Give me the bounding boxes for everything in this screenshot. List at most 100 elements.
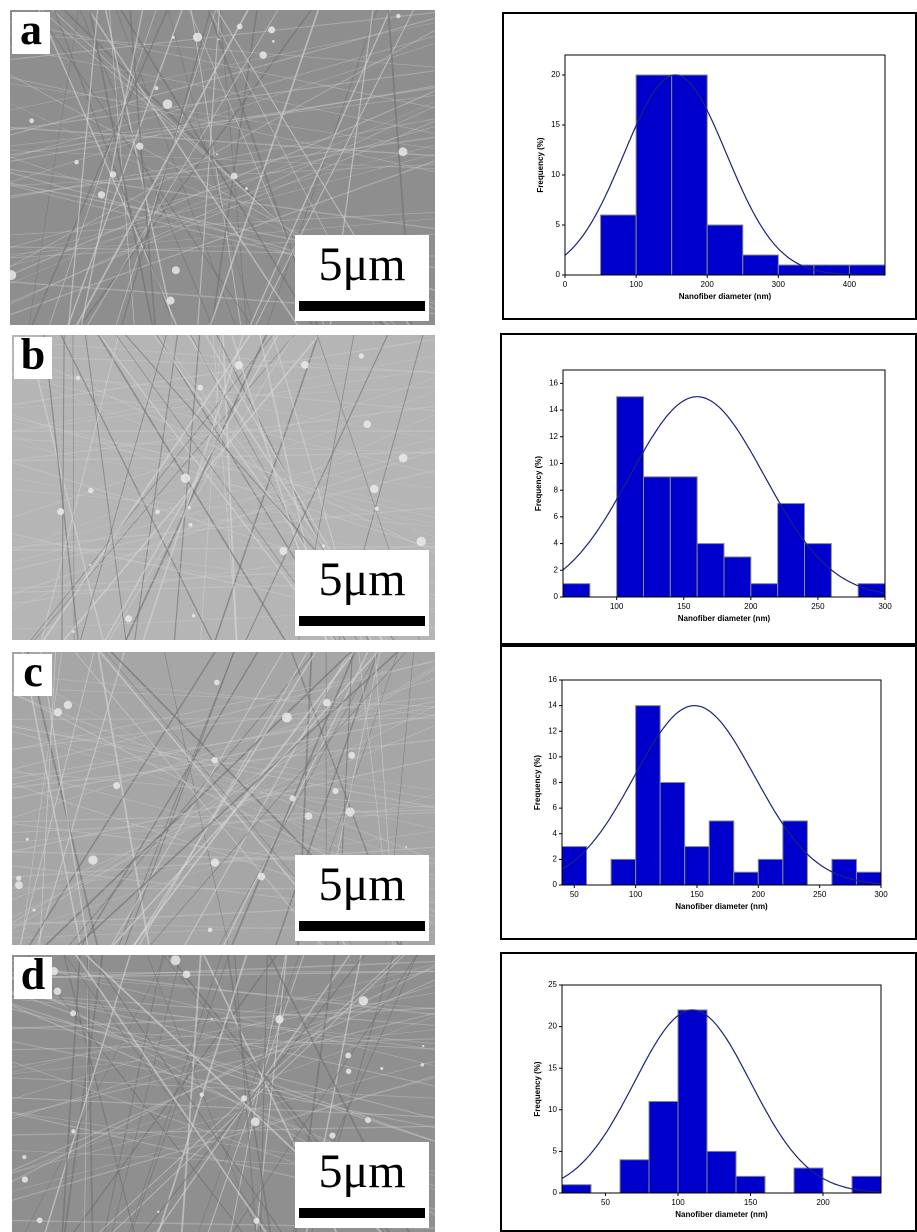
y-tick-label: 5 [556,220,561,229]
x-axis-title: Nanofiber diameter (nm) [679,292,772,301]
particle [125,615,133,623]
fiber [10,164,435,186]
y-tick-label: 5 [553,1147,558,1156]
bar [610,858,637,886]
fiber [12,793,435,934]
fiber [12,687,435,708]
y-tick-label: 15 [551,120,560,129]
particle [109,171,117,178]
y-tick-label: 0 [553,880,558,889]
bar [684,846,710,886]
fiber [12,506,435,549]
fiber [42,335,252,640]
particle [230,172,238,180]
x-tick-label: 200 [701,280,715,289]
fiber [12,368,435,433]
fiber [197,10,220,325]
fiber [10,160,435,316]
fiber [232,955,418,1232]
fiber [12,993,435,1026]
fiber [12,771,435,809]
particle [365,1117,371,1124]
fiber [10,126,435,249]
fiber [120,10,314,325]
fiber [39,652,57,945]
particle [332,788,339,795]
particle [259,51,267,59]
fiber [12,391,435,552]
fiber [12,405,435,462]
fiber [63,955,135,1232]
bar [648,1100,679,1194]
fiber [12,377,435,519]
fiber [10,101,435,285]
fiber [132,652,355,945]
particle [345,1068,352,1075]
fiber [10,83,435,150]
fiber [10,90,435,276]
fiber [10,136,435,197]
fiber [12,696,435,750]
fiber [112,652,379,945]
scale-bar-label: 5μm [318,1145,405,1198]
sem-image [10,10,435,325]
fiber [259,955,268,1232]
bar [600,214,637,276]
fiber [87,10,279,325]
bar [677,1009,708,1194]
y-axis-title: Frequency (%) [533,1061,542,1116]
particle [405,845,408,848]
fiber [10,11,435,61]
fiber [173,335,201,640]
particle [358,353,365,359]
particle [197,384,204,391]
fiber [27,955,243,1232]
fiber [12,809,435,823]
particle [210,858,220,867]
fiber [68,652,316,945]
x-tick-label: 200 [816,1198,830,1207]
fiber [12,1026,435,1050]
x-tick-label: 100 [671,1198,685,1207]
fiber [74,955,267,1232]
y-tick-label: 20 [551,70,560,79]
fiber [10,126,435,157]
y-axis-title: Frequency (%) [533,755,542,810]
particle [398,147,408,157]
fiber [79,10,313,325]
fiber [28,10,79,325]
fiber [131,955,230,1232]
particle [370,484,379,494]
y-tick-label: 4 [553,829,558,838]
particle [88,855,98,865]
fiber [266,10,378,325]
particle [74,159,79,165]
fiber [12,1075,435,1202]
particle [14,881,23,890]
fiber [10,168,435,230]
bar [562,583,591,598]
fiber [129,10,156,325]
particle [180,473,191,484]
fiber [167,10,254,325]
bar [643,476,671,598]
bar [561,1184,592,1194]
fiber [88,10,299,325]
fiber [121,10,212,325]
fiber [12,374,435,474]
fiber [234,955,257,1232]
particle [207,927,213,933]
fiber [84,335,127,640]
y-tick-label: 2 [554,565,559,574]
particle [89,564,92,567]
fiber [41,335,120,640]
x-tick-label: 150 [744,1198,758,1207]
particle [113,782,121,790]
fiber [10,144,435,258]
scale-bar-label: 5μm [318,858,405,911]
y-tick-label: 16 [549,378,558,387]
particle [211,756,219,764]
particle [279,547,288,556]
y-tick-label: 4 [554,539,559,548]
fiber [12,338,435,406]
